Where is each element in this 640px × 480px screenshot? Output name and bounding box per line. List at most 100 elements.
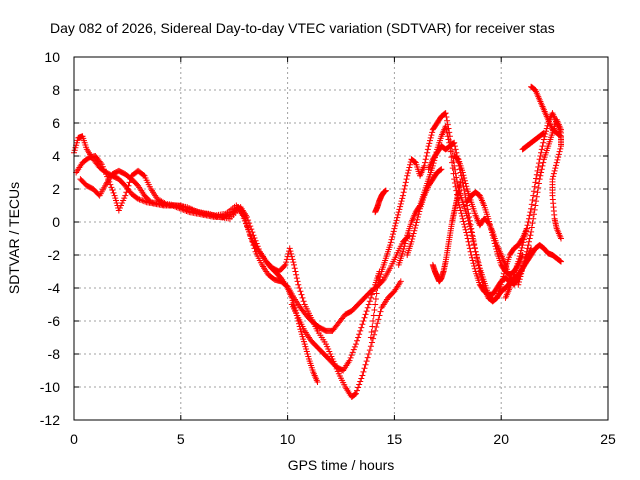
data-point (539, 143, 546, 150)
data-point (394, 211, 401, 218)
data-point (409, 233, 416, 240)
data-point (361, 365, 368, 372)
data-point (251, 234, 258, 241)
data-point (367, 294, 374, 301)
data-point (376, 276, 383, 283)
data-point (463, 183, 470, 190)
data-point (400, 245, 407, 252)
data-point (412, 222, 419, 229)
data-point (529, 197, 536, 203)
data-point (397, 278, 404, 285)
data-point (532, 202, 539, 209)
data-point (523, 225, 530, 232)
data-point (518, 244, 525, 251)
data-point (253, 240, 260, 247)
data-point (382, 187, 389, 194)
y-tick-label: -2 (48, 247, 61, 263)
data-point (401, 243, 408, 250)
data-point (467, 221, 474, 228)
data-point (241, 217, 248, 224)
data-point (491, 237, 498, 244)
data-point (404, 170, 411, 177)
data-point (515, 281, 522, 288)
data-point (390, 228, 397, 235)
data-point (525, 219, 532, 225)
x-tick-label: 15 (387, 431, 403, 447)
data-point (286, 245, 293, 252)
data-point (517, 250, 524, 257)
data-point (466, 217, 473, 224)
data-point (363, 308, 370, 315)
data-point (533, 175, 540, 182)
data-point (464, 232, 471, 239)
data-point (473, 254, 480, 261)
data-point (355, 384, 362, 391)
data-point (409, 236, 416, 243)
x-tick-label: 5 (177, 431, 185, 447)
data-point (444, 133, 451, 140)
data-point (550, 170, 557, 177)
data-point (392, 222, 399, 229)
data-point (443, 113, 450, 120)
data-point (367, 334, 374, 341)
data-point (517, 273, 524, 280)
data-point (459, 169, 466, 176)
data-point (498, 278, 505, 285)
data-point (475, 259, 482, 266)
data-point (414, 214, 421, 221)
data-point (465, 238, 472, 245)
data-point (462, 180, 469, 187)
data-point (449, 148, 456, 155)
data-point (498, 281, 505, 288)
data-point (526, 235, 533, 242)
data-point (368, 291, 375, 298)
data-point (255, 245, 262, 252)
data-point (461, 221, 468, 228)
data-point (373, 290, 380, 297)
data-point (436, 167, 443, 174)
data-point (460, 172, 467, 179)
data-point (411, 227, 418, 234)
data-point (366, 347, 373, 354)
data-point (294, 278, 301, 285)
data-point (370, 312, 377, 319)
data-point (456, 204, 463, 211)
data-point (531, 206, 538, 213)
data-point (135, 195, 142, 202)
data-point (392, 220, 399, 227)
data-point (426, 140, 433, 147)
data-point (463, 229, 470, 236)
data-point (399, 192, 406, 199)
data-point (429, 129, 436, 136)
data-point (447, 148, 454, 155)
data-point (289, 256, 296, 263)
data-point (452, 183, 459, 190)
data-point (536, 176, 543, 183)
data-point (543, 125, 550, 132)
data-point (391, 225, 398, 232)
data-point (461, 190, 468, 197)
data-point (393, 217, 400, 224)
data-point (538, 146, 545, 153)
data-point (520, 236, 527, 243)
data-point (518, 267, 525, 274)
data-point (396, 206, 403, 213)
data-point (445, 136, 452, 143)
x-axis: 0 5 10 15 20 25 (70, 57, 616, 447)
data-point (556, 257, 563, 264)
data-point (540, 130, 547, 137)
data-point (351, 343, 358, 350)
data-point (540, 129, 547, 136)
data-point (558, 143, 565, 150)
data-point (356, 331, 363, 338)
chart-title: Day 082 of 2026, Sidereal Day-to-day VTE… (50, 20, 555, 36)
data-point (298, 291, 305, 298)
data-point (473, 251, 480, 258)
data-point (291, 265, 298, 272)
data-point (374, 320, 381, 327)
data-point (530, 211, 537, 218)
data-point (525, 242, 532, 249)
data-point (354, 337, 361, 344)
data-point (137, 197, 144, 203)
data-point (465, 210, 472, 217)
